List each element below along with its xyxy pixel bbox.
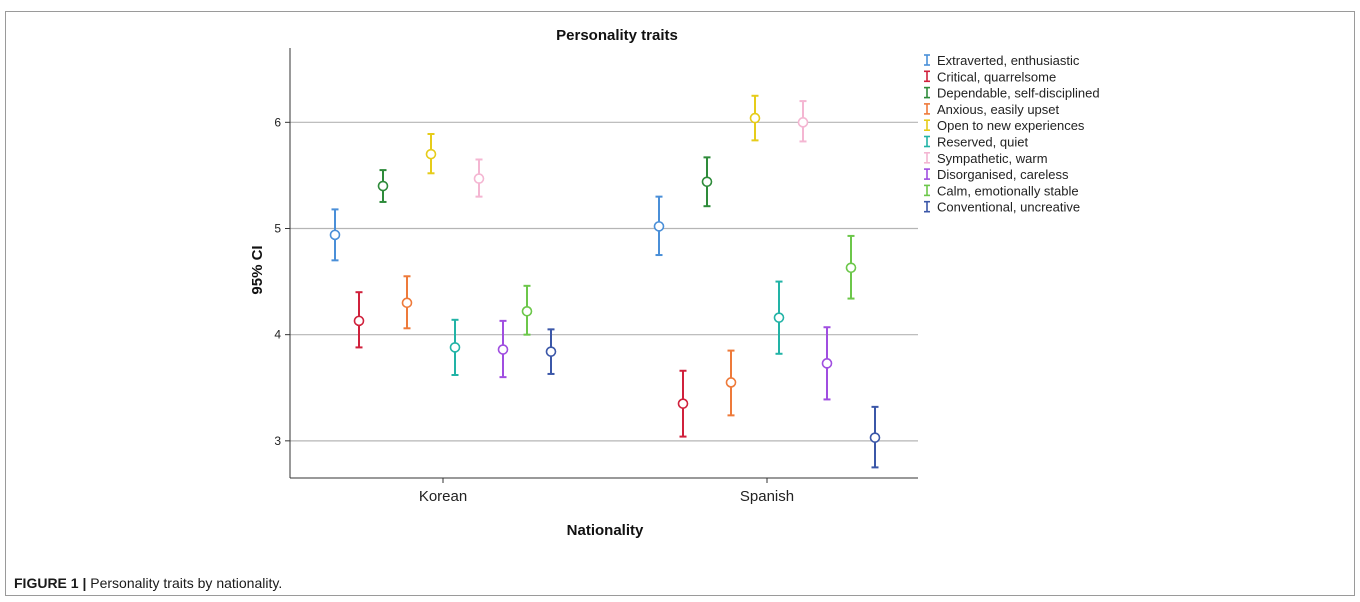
- error-bar: [377, 169, 389, 203]
- x-axis-label: Nationality: [567, 522, 644, 539]
- legend-entry: Conventional, uncreative: [924, 200, 1080, 215]
- legend-entry: Reserved, quiet: [924, 135, 1028, 150]
- error-bar: [845, 234, 857, 300]
- x-tick-label-spanish: Spanish: [740, 488, 794, 505]
- legend-label: Critical, quarrelsome: [937, 69, 1056, 84]
- y-axis-label: 95% CI: [249, 245, 266, 294]
- error-bar: [821, 326, 833, 401]
- y-tick-label: 5: [274, 221, 281, 235]
- mean-marker: [797, 117, 809, 128]
- legend-entry: Calm, emotionally stable: [924, 183, 1079, 198]
- mean-marker: [449, 342, 461, 353]
- error-bar: [449, 318, 461, 377]
- error-bar: [869, 405, 881, 469]
- y-tick-label: 3: [274, 434, 281, 448]
- mean-marker: [677, 398, 689, 409]
- legend-label: Conventional, uncreative: [937, 200, 1080, 215]
- error-bar: [329, 208, 341, 262]
- legend-label: Anxious, easily upset: [937, 102, 1060, 117]
- chart-title: Personality traits: [556, 27, 678, 44]
- figure-caption: FIGURE 1 | Personality traits by nationa…: [14, 575, 282, 591]
- mean-marker: [701, 176, 713, 188]
- error-bar: [749, 94, 761, 142]
- y-tick-label: 4: [274, 328, 281, 342]
- caption-label: FIGURE 1 |: [14, 575, 87, 591]
- error-bar: [545, 328, 557, 375]
- legend-entry: Anxious, easily upset: [924, 102, 1060, 117]
- mean-marker: [545, 346, 557, 357]
- figure-frame: [5, 11, 1355, 596]
- legend-entry: Disorganised, careless: [924, 167, 1069, 182]
- legend-label: Dependable, self-disciplined: [937, 86, 1100, 101]
- legend-label: Sympathetic, warm: [937, 151, 1048, 166]
- error-bar: [497, 319, 509, 379]
- mean-marker: [653, 221, 665, 232]
- error-bar: [521, 284, 533, 336]
- error-bar: [473, 158, 485, 198]
- mean-marker: [353, 315, 365, 327]
- mean-marker: [773, 312, 785, 323]
- mean-marker: [473, 173, 485, 184]
- mean-marker: [749, 112, 761, 124]
- error-bar: [653, 195, 665, 257]
- legend-label: Disorganised, careless: [937, 167, 1069, 182]
- mean-marker: [869, 432, 881, 443]
- error-bar: [725, 349, 737, 417]
- legend-label: Calm, emotionally stable: [937, 183, 1079, 198]
- mean-marker: [497, 344, 509, 355]
- mean-marker: [521, 306, 533, 317]
- mean-marker: [821, 358, 833, 369]
- legend-entry: Critical, quarrelsome: [924, 69, 1056, 84]
- legend-entry: Open to new experiences: [924, 118, 1085, 133]
- legend-entry: Sympathetic, warm: [924, 151, 1048, 166]
- error-bar: [797, 100, 809, 143]
- error-bar: [401, 275, 413, 330]
- mean-marker: [401, 297, 413, 309]
- mean-marker: [329, 229, 341, 241]
- legend-entry: Extraverted, enthusiastic: [924, 53, 1080, 68]
- error-bar: [677, 369, 689, 438]
- error-bar: [425, 133, 437, 175]
- mean-marker: [377, 180, 389, 192]
- error-bar: [701, 156, 713, 208]
- legend-label: Reserved, quiet: [937, 135, 1028, 150]
- legend-entry: Dependable, self-disciplined: [924, 86, 1100, 101]
- caption-text: Personality traits by nationality.: [90, 575, 283, 591]
- mean-marker: [845, 262, 857, 274]
- x-tick-label-korean: Korean: [419, 488, 467, 505]
- mean-marker: [425, 148, 437, 160]
- error-bar: [353, 291, 365, 349]
- error-bar: [773, 280, 785, 355]
- legend-label: Extraverted, enthusiastic: [937, 53, 1080, 68]
- mean-marker: [725, 377, 737, 388]
- legend-label: Open to new experiences: [937, 118, 1085, 133]
- y-tick-label: 6: [274, 115, 281, 129]
